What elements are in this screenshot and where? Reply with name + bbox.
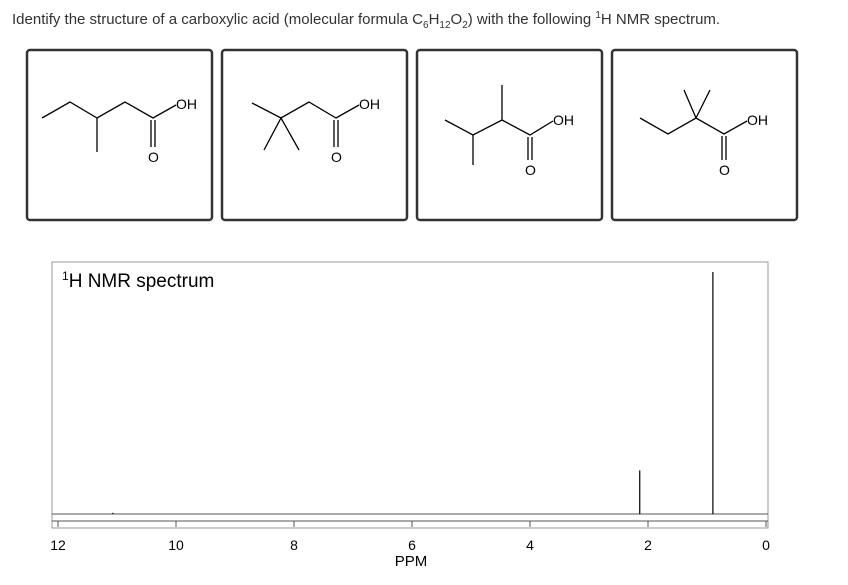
o-label: O: [525, 162, 536, 178]
x-tick-label: 6: [408, 537, 416, 553]
subscript: 2: [462, 20, 468, 31]
x-tick-label: 12: [50, 537, 66, 553]
oh-label: OH: [359, 96, 380, 112]
question: Identify the structure of a carboxylic a…: [12, 10, 720, 31]
x-tick-label: 4: [526, 537, 534, 553]
molecule: [639, 89, 748, 160]
options: [25, 48, 799, 222]
question-text: H NMR spectrum.: [600, 11, 721, 28]
o-label: O: [148, 149, 159, 165]
plot-frame: [51, 261, 769, 529]
subscript: 6: [423, 20, 429, 31]
question-text: H: [428, 11, 440, 28]
nmr-chart: 1H NMR spectrum PPM 12 10 8 6 4 2 0: [50, 261, 770, 570]
option-box[interactable]: [220, 48, 409, 222]
oh-label: OH: [176, 96, 197, 112]
question-text: O: [450, 11, 463, 28]
molecule: [251, 101, 360, 151]
x-tick-label: 0: [762, 537, 770, 553]
chart-title: 1H NMR spectrum: [62, 269, 214, 292]
option-box[interactable]: [25, 48, 214, 222]
question-text: ) with the following: [467, 11, 596, 28]
title-text: H NMR spectrum: [69, 271, 215, 292]
x-tick-label: 2: [644, 537, 652, 553]
x-axis-label: PPM: [395, 553, 428, 570]
labels: OH O OH O OH O OH O: [148, 96, 768, 178]
title-superscript: 1: [62, 269, 69, 283]
o-label: O: [719, 162, 730, 178]
option-box[interactable]: [415, 48, 604, 222]
question-text: Identify the structure of a carboxylic a…: [12, 11, 423, 28]
molecule: [444, 85, 554, 165]
x-tick-label: 10: [168, 537, 184, 553]
superscript: 1: [595, 10, 601, 21]
option-box[interactable]: [610, 48, 799, 222]
o-label: O: [331, 149, 342, 165]
oh-label: OH: [553, 112, 574, 128]
oh-label: OH: [747, 112, 768, 128]
molecule: [41, 101, 177, 152]
subscript: 12: [439, 20, 451, 31]
x-tick-label: 8: [290, 537, 298, 553]
